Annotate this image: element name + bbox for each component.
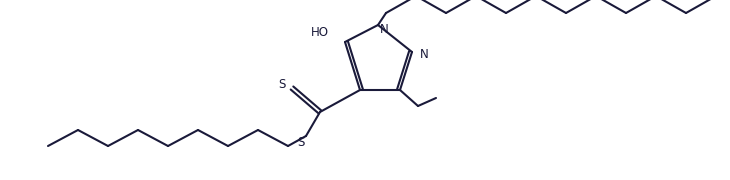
Text: S: S bbox=[297, 136, 304, 150]
Text: HO: HO bbox=[311, 26, 329, 39]
Text: S: S bbox=[278, 78, 285, 91]
Text: N: N bbox=[380, 22, 389, 35]
Text: N: N bbox=[420, 48, 429, 60]
